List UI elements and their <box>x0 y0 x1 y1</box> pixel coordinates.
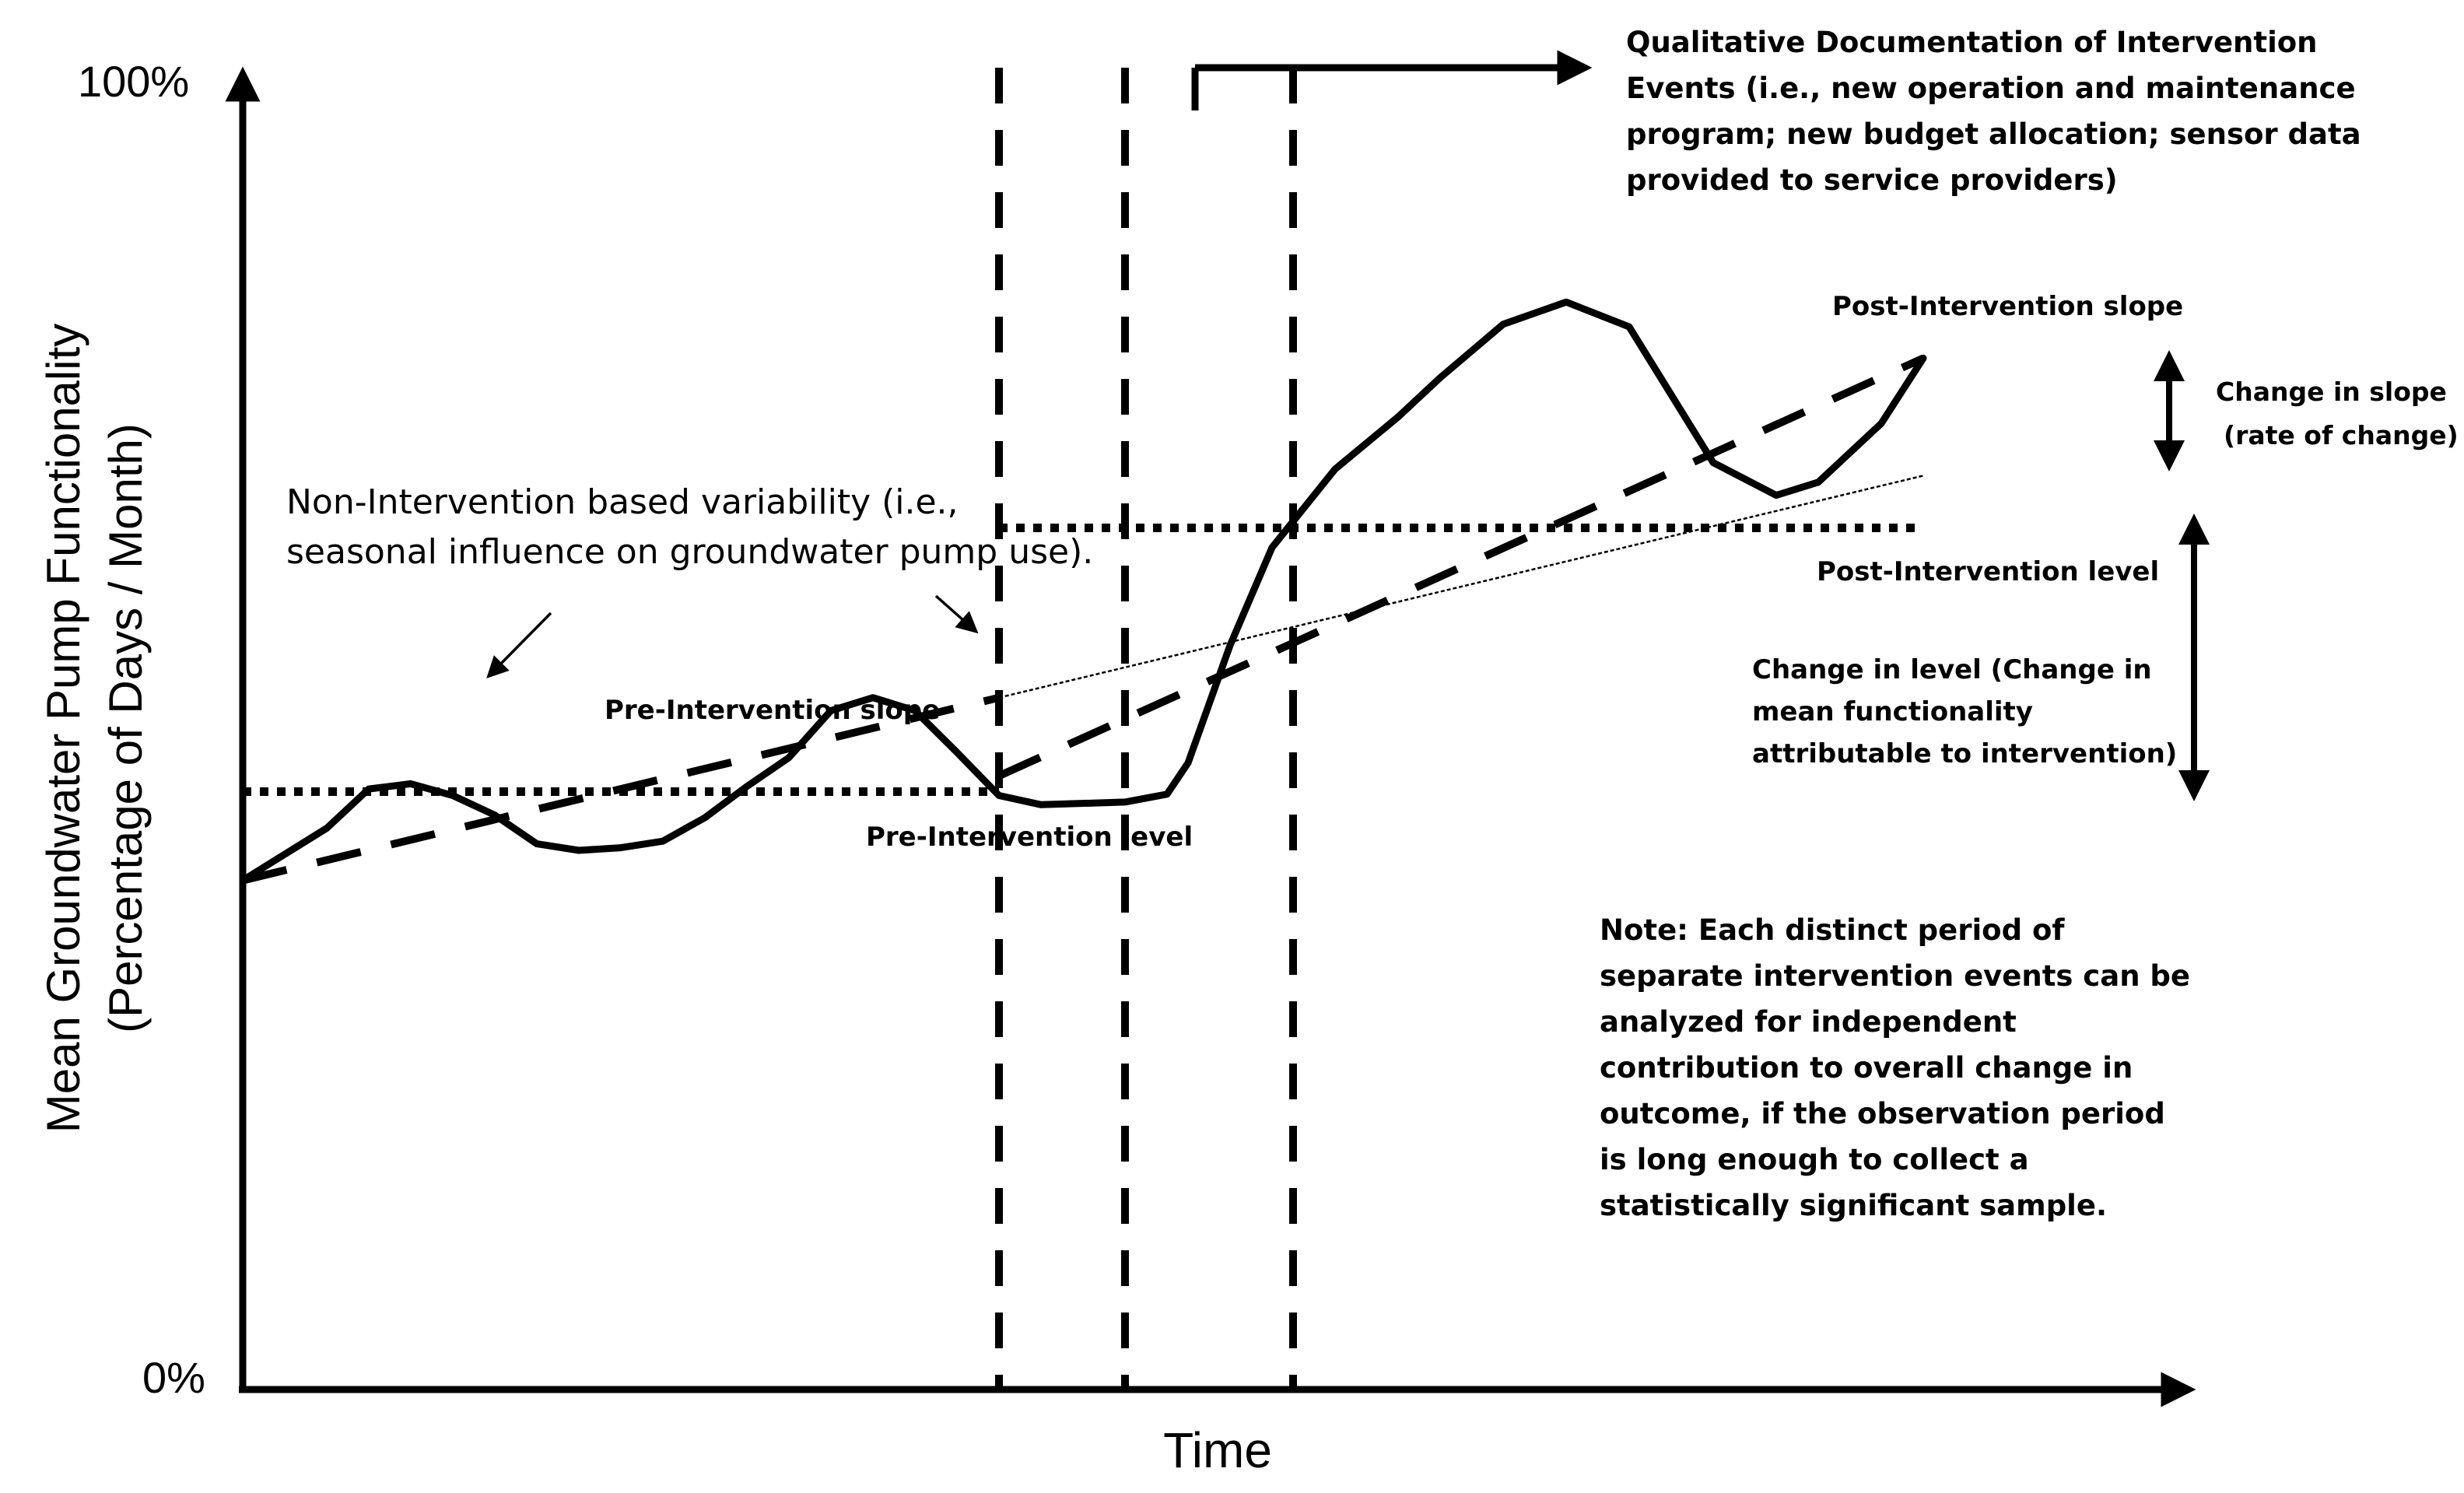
series-mean-functionality <box>239 298 1927 885</box>
series-post-intervention-slope <box>997 354 1926 780</box>
x-axis-title: Time <box>1163 1422 1272 1478</box>
svg-text:Change in level (Change in: Change in level (Change in <box>1752 654 2152 685</box>
series-pre-intervention-slope <box>241 693 1001 885</box>
level-lines <box>243 475 1924 796</box>
svg-text:program; new budget allocation: program; new budget allocation; sensor d… <box>1626 117 2361 151</box>
y-tick-label-max: 100% <box>78 57 189 106</box>
svg-text:Qualitative Documentation of I: Qualitative Documentation of Interventio… <box>1626 26 2318 59</box>
y-axis-subtitle: (Percentage of Days / Month) <box>100 423 152 1033</box>
y-tick-label-min: 0% <box>142 1353 205 1402</box>
variability-label: Non-Intervention based variability (i.e.… <box>286 482 1093 572</box>
svg-text:provided to service providers): provided to service providers) <box>1626 163 2118 197</box>
y-axis-title: Mean Groundwater Pump Functionality <box>37 324 89 1134</box>
post-intervention-slope-label: Post-Intervention slope <box>1832 291 2183 322</box>
svg-text:seasonal influence on groundwa: seasonal influence on groundwater pump u… <box>286 532 1093 572</box>
svg-text:Non-Intervention based variabi: Non-Intervention based variability (i.e.… <box>286 482 959 522</box>
svg-text:Note: Each distinct period of: Note: Each distinct period of <box>1600 913 2065 947</box>
svg-text:(rate of change): (rate of change) <box>2224 420 2459 450</box>
variability-pointer-left <box>486 612 552 678</box>
svg-text:analyzed for independent: analyzed for independent <box>1600 1005 2017 1039</box>
svg-text:attributable to intervention): attributable to intervention) <box>1752 738 2177 769</box>
svg-text:statistically significant samp: statistically significant sample. <box>1600 1189 2107 1222</box>
series-lines <box>239 298 1927 885</box>
svg-text:outcome, if the observation pe: outcome, if the observation period <box>1600 1097 2165 1130</box>
pre-intervention-level-label: Pre-Intervention level <box>866 822 1193 853</box>
post-intervention-level-label: Post-Intervention level <box>1817 556 2159 587</box>
series-counterfactual-trend <box>998 475 1924 699</box>
svg-text:contribution to overall change: contribution to overall change in <box>1600 1051 2133 1085</box>
svg-text:separate intervention events c: separate intervention events can be <box>1600 959 2190 993</box>
qualitative-documentation-text: Qualitative Documentation of Interventio… <box>1626 26 2361 197</box>
change-in-slope-label: Change in slope (rate of change) <box>2216 377 2459 450</box>
change-in-level-label: Change in level (Change in mean function… <box>1752 654 2177 769</box>
intervention-lines <box>995 68 1297 1390</box>
svg-text:is long enough to collect a: is long enough to collect a <box>1600 1143 2029 1176</box>
note-text: Note: Each distinct period of separate i… <box>1600 913 2190 1222</box>
variability-pointer-right <box>934 594 979 634</box>
pre-intervention-slope-label: Pre-Intervention slope <box>605 695 940 726</box>
svg-text:Change in slope: Change in slope <box>2216 377 2447 407</box>
svg-text:Events (i.e., new operation an: Events (i.e., new operation and maintena… <box>1626 72 2356 105</box>
svg-text:mean functionality: mean functionality <box>1752 696 2033 727</box>
